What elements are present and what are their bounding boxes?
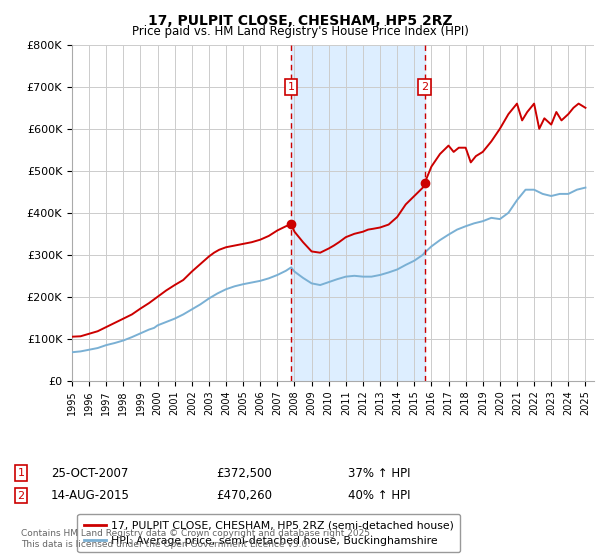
Text: £372,500: £372,500 — [216, 466, 272, 480]
Text: 25-OCT-2007: 25-OCT-2007 — [51, 466, 128, 480]
Text: Contains HM Land Registry data © Crown copyright and database right 2025.
This d: Contains HM Land Registry data © Crown c… — [21, 529, 373, 549]
Legend: 17, PULPIT CLOSE, CHESHAM, HP5 2RZ (semi-detached house), HPI: Average price, se: 17, PULPIT CLOSE, CHESHAM, HP5 2RZ (semi… — [77, 514, 460, 552]
Text: 1: 1 — [287, 82, 295, 92]
Text: Price paid vs. HM Land Registry's House Price Index (HPI): Price paid vs. HM Land Registry's House … — [131, 25, 469, 38]
Text: 40% ↑ HPI: 40% ↑ HPI — [348, 489, 410, 502]
Text: £470,260: £470,260 — [216, 489, 272, 502]
Bar — [291, 45, 425, 381]
Text: 2: 2 — [17, 491, 25, 501]
Text: 14-AUG-2015: 14-AUG-2015 — [51, 489, 130, 502]
Text: 2: 2 — [421, 82, 428, 92]
Text: 37% ↑ HPI: 37% ↑ HPI — [348, 466, 410, 480]
Text: 1: 1 — [17, 468, 25, 478]
Text: 17, PULPIT CLOSE, CHESHAM, HP5 2RZ: 17, PULPIT CLOSE, CHESHAM, HP5 2RZ — [148, 14, 452, 28]
